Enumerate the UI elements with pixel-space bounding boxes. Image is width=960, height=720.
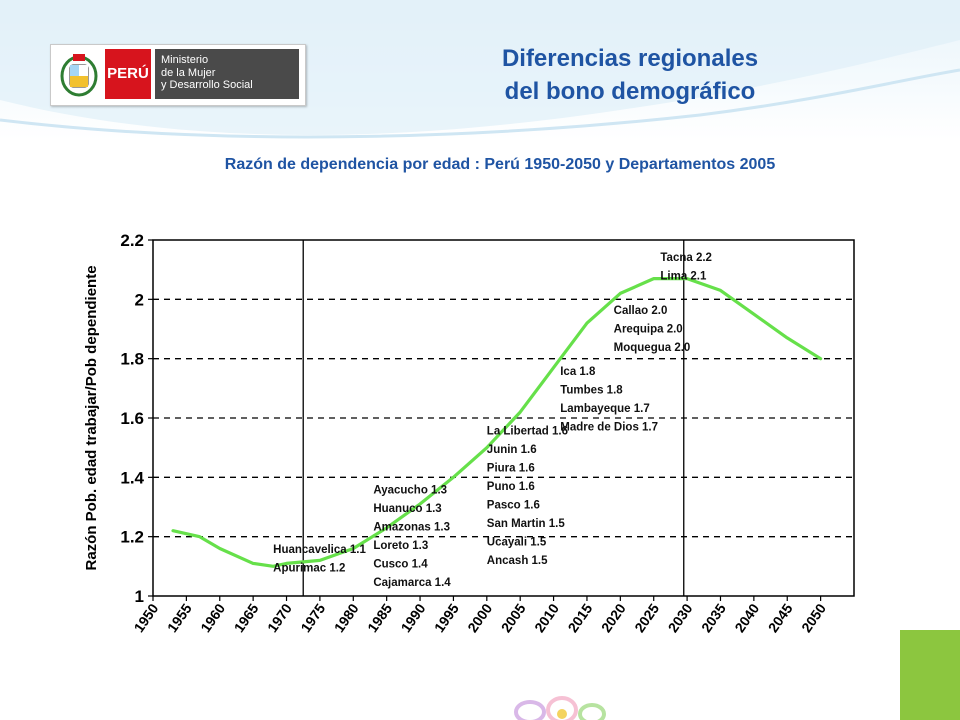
y-tick-label: 1.6 <box>120 409 144 428</box>
annotation-line: Ancash 1.5 <box>487 555 548 567</box>
annotation-line: Huancavelica 1.1 <box>273 544 366 556</box>
x-tick-label: 2050 <box>798 600 829 635</box>
annotation-line: Lambayeque 1.7 <box>560 403 649 415</box>
logo-ministry-line: de la Mujer <box>161 66 216 79</box>
annotation-line: Cusco 1.4 <box>373 559 428 571</box>
y-tick-label: 2.2 <box>120 231 144 250</box>
x-tick-label: 1990 <box>398 600 429 635</box>
x-tick-label: 1985 <box>364 600 395 635</box>
x-tick-label: 2005 <box>498 600 529 635</box>
logo-ministry-line: y Desarrollo Social <box>161 79 253 91</box>
annotation-line: Lima 2.1 <box>660 270 707 282</box>
x-tick-label: 2040 <box>731 600 762 635</box>
x-tick-label: 2045 <box>765 600 796 635</box>
logo-country-label: PERÚ <box>105 49 151 99</box>
annotation-line: Moquegua 2.0 <box>614 342 691 354</box>
annotation-line: Puno 1.6 <box>487 481 535 493</box>
annotation-label: La Libertad 1.6 Junin 1.6 Piura 1.6 Puno 1.… <box>487 425 568 567</box>
annotation-line: Tacna 2.2 <box>660 252 712 264</box>
logo-ministry-label: Ministerio de la Mujer y Desarrollo Soci… <box>155 49 299 99</box>
x-tick-label: 1975 <box>297 600 328 635</box>
annotation-line: Ayacucho 1.3 <box>373 485 447 497</box>
x-tick-label: 1970 <box>264 600 295 635</box>
x-tick-label: 2020 <box>598 600 629 635</box>
x-tick-label: 2025 <box>631 600 662 635</box>
page-title-line: Diferencias regionales <box>501 45 759 72</box>
annotation-line: Junin 1.6 <box>487 444 537 456</box>
annotation-line: Piura 1.6 <box>487 462 535 474</box>
y-tick-label: 2 <box>135 290 144 309</box>
annotation-label: Callao 2.0 Arequipa 2.0 Moquegua 2.0 <box>614 305 691 354</box>
annotation-line: La Libertad 1.6 <box>487 425 568 437</box>
y-tick-label: 1.2 <box>120 528 144 547</box>
annotation-label: Ayacucho 1.3 Huanuco 1.3 Amazonas 1.3 Loret… <box>373 485 451 590</box>
annotation-line: Loreto 1.3 <box>373 540 428 552</box>
x-tick-label: 2000 <box>464 600 495 635</box>
flower-decoration-icon <box>514 696 606 720</box>
annotation-line: Madre de Dios 1.7 <box>560 421 658 433</box>
x-tick-label: 1995 <box>431 600 462 635</box>
annotation-line: Pasco 1.6 <box>487 499 540 511</box>
annotation-line: San Martin 1.5 <box>487 518 566 530</box>
annotation-label: Huancavelica 1.1 Apurimac 1.2 <box>273 544 366 575</box>
x-tick-label: 1980 <box>331 600 362 635</box>
annotation-line: Arequipa 2.0 <box>614 324 683 336</box>
annotation-line: Amazonas 1.3 <box>373 522 450 534</box>
coat-of-arms-icon <box>60 54 98 97</box>
annotation-line: Apurimac 1.2 <box>273 562 345 574</box>
ministry-logo: PERÚ Ministerio de la Mujer y Desarrollo… <box>50 44 306 106</box>
logo-ministry-line: Ministerio <box>161 54 209 66</box>
page-title: Diferencias regionales del bono demográf… <box>420 42 840 108</box>
y-axis-label: Razón Pob. edad trabajar/Pob dependiente <box>83 265 100 570</box>
annotation-line: Huanuco 1.3 <box>373 503 441 515</box>
annotation-label: Ica 1.8 Tumbes 1.8 Lambayeque 1.7 Madre de … <box>560 366 658 434</box>
x-tick-label: 1960 <box>197 600 228 635</box>
x-tick-label: 1965 <box>231 600 262 635</box>
chart-subtitle: Razón de dependencia por edad : Perú 195… <box>224 156 776 173</box>
annotation-line: Ucayali 1.5 <box>487 536 547 548</box>
annotation-line: Cajamarca 1.4 <box>373 577 451 589</box>
x-tick-label: 2010 <box>531 600 562 635</box>
annotation-line: Ica 1.8 <box>560 366 596 378</box>
corner-decoration <box>900 630 960 720</box>
annotation-line: Callao 2.0 <box>614 305 668 317</box>
annotation-label: Tacna 2.2 Lima 2.1 <box>660 252 712 283</box>
x-tick-label: 2015 <box>564 600 595 635</box>
y-tick-label: 1.8 <box>120 350 144 369</box>
series-line <box>171 276 823 568</box>
x-tick-label: 2035 <box>698 600 729 635</box>
x-tick-label: 1955 <box>164 600 195 635</box>
y-tick-label: 1.4 <box>120 468 144 487</box>
page-title-line: del bono demográfico <box>504 78 756 105</box>
annotation-line: Tumbes 1.8 <box>560 384 623 396</box>
y-tick-label: 1 <box>135 587 144 606</box>
x-tick-label: 2030 <box>665 600 696 635</box>
